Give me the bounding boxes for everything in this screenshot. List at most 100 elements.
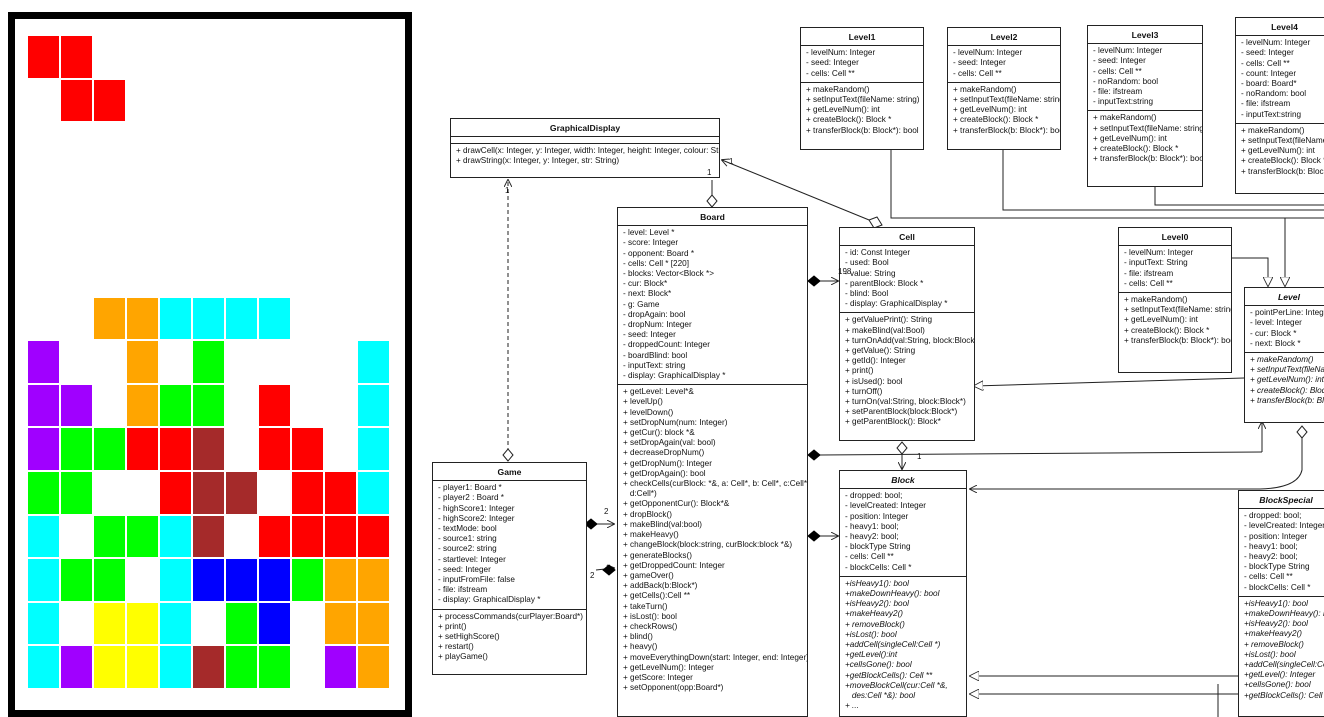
tetris-cell	[159, 514, 192, 559]
tetris-cell	[93, 645, 126, 689]
tetris-cell	[192, 558, 225, 602]
tetris-cell	[324, 558, 357, 602]
attribute: - id: Const Integer	[845, 248, 911, 258]
attrs: - dropped: bool; - levelCreated: Integer -…	[1239, 509, 1324, 597]
attribute: - inputText: String	[1124, 258, 1188, 268]
tetris-cell	[324, 645, 357, 689]
method: + drawString(x: Integer, y: Integer, str…	[456, 156, 620, 166]
attribute: - dropped: bool;	[845, 491, 903, 501]
tetris-cell	[159, 471, 192, 515]
attribute: - cells: Cell **	[1093, 66, 1142, 76]
game-board-diamond-2	[602, 564, 616, 576]
method: + setInputText(fileName: string)	[1093, 123, 1203, 133]
class-level4: Level4 - levelNum: Integer - seed: Intege…	[1235, 17, 1324, 194]
method: + getLevelNum(): int	[1093, 133, 1167, 143]
method: + getValue(): String	[845, 346, 916, 356]
game-aggregation-diamond	[502, 448, 514, 462]
tetris-cell	[357, 383, 390, 428]
attribute: - levelCreated: Integer	[845, 501, 927, 511]
attribute: - position: Integer	[1244, 531, 1308, 541]
class-name: Board	[618, 208, 807, 227]
method: + gameOver()	[623, 570, 674, 580]
method: + turnOn(val:String, block:Block*)	[845, 397, 966, 407]
tetris-cell	[159, 558, 192, 602]
tetris-cell	[27, 558, 60, 602]
tetris-cell	[225, 645, 258, 689]
tetris-cell	[291, 427, 324, 471]
level1-inherit	[890, 150, 1324, 219]
method: +isHeavy2(): bool	[1244, 619, 1308, 629]
tetris-cell	[324, 514, 357, 559]
tetris-cell	[225, 471, 258, 515]
attribute: - inputText:string	[1093, 97, 1154, 107]
method: +addCell(singleCell:Cell *)	[1244, 660, 1324, 670]
method: +makeDownHeavy(): bool	[1244, 609, 1324, 619]
method: + getOpponentCur(): Block*&	[623, 499, 730, 509]
tetris-cell	[258, 645, 291, 689]
method: + makeRandom()	[1250, 355, 1314, 365]
method: + getLevelNum(): int	[806, 105, 880, 115]
attribute: - next: Block*	[623, 289, 672, 299]
method: + createBlock(): Block *	[1093, 144, 1179, 154]
tetris-cell	[357, 558, 390, 602]
tetris-cell	[60, 427, 93, 471]
attribute: - seed: Integer	[1241, 48, 1294, 58]
class-name: GraphicalDisplay	[451, 119, 719, 138]
method: + getLevelNum(): int	[1250, 375, 1324, 385]
tetris-cell	[324, 471, 357, 515]
tetris-cell	[27, 645, 60, 689]
attribute: - count: Integer	[1241, 68, 1297, 78]
attribute: - file: ifstream	[1241, 99, 1291, 109]
class-name: Cell	[840, 228, 974, 247]
attribute: - score: Integer	[623, 238, 679, 248]
attribute: - seed: Integer	[1093, 56, 1146, 66]
method: + getDropAgain(): bool	[623, 468, 706, 478]
method: + getScore: Integer	[623, 672, 693, 682]
tetris-cell	[27, 383, 60, 428]
tetris-cell	[357, 601, 390, 646]
attrs: - level: Level * - score: Integer - oppone…	[618, 226, 807, 386]
tetris-cell	[93, 514, 126, 559]
class-level0: Level0 - levelNum: Integer - inputText: S…	[1118, 227, 1232, 373]
board-display-diamond	[706, 194, 718, 208]
attribute: - inputText:string	[1241, 109, 1302, 119]
method: + setInputText(fileName: string)	[953, 95, 1061, 105]
attribute: - blockType String	[845, 542, 911, 552]
method: +moveBlockCell(cur:Cell *&,	[845, 680, 948, 690]
method: +makeHeavy2()	[845, 609, 904, 619]
tetris-cell	[93, 296, 126, 341]
board-block-diamond	[807, 530, 821, 542]
attribute: - startlevel: Integer	[438, 554, 506, 564]
attribute: - value: String	[845, 268, 896, 278]
method: + removeBlock()	[845, 619, 905, 629]
attribute: - seed: Integer	[623, 330, 676, 340]
method: + setOpponent(opp:Board*)	[623, 683, 724, 693]
class-name: Level1	[801, 28, 923, 47]
attrs: - dropped: bool; - levelCreated: Integer -…	[840, 489, 966, 577]
tetris-cell	[258, 601, 291, 646]
method: + makeRandom()	[806, 84, 870, 94]
tetris-cell	[27, 471, 60, 515]
level-block-diamond	[1296, 425, 1308, 439]
methods: + drawCell(x: Integer, y: Integer, width…	[451, 144, 719, 169]
tetris-board	[8, 12, 412, 717]
tetris-cell	[27, 514, 60, 559]
attribute: - file: ifstream	[1124, 268, 1174, 278]
board-level-diamond	[807, 449, 821, 461]
tetris-cell	[159, 645, 192, 689]
method: + moveEverythingDown(start: Integer, end…	[623, 652, 808, 662]
tetris-cell	[357, 471, 390, 515]
game-board-diamond-1	[584, 518, 598, 530]
methods: + makeRandom()+ setInputText(fileName: s…	[948, 83, 1060, 139]
class-name: Block	[840, 471, 966, 490]
attribute: - noRandom: bool	[1241, 89, 1307, 99]
tetris-cell	[258, 383, 291, 428]
tetris-cell	[291, 558, 324, 602]
class-level2: Level2 - levelNum: Integer - seed: Intege…	[947, 27, 1061, 150]
method: + isLost(): bool	[623, 611, 677, 621]
tetris-cell	[159, 427, 192, 471]
level-block-link	[970, 438, 1303, 489]
method: +getBlockCells(): Cell **	[1244, 690, 1324, 700]
attribute: - used: Bool	[845, 258, 889, 268]
method: + getLevelNum(): int	[1124, 315, 1198, 325]
